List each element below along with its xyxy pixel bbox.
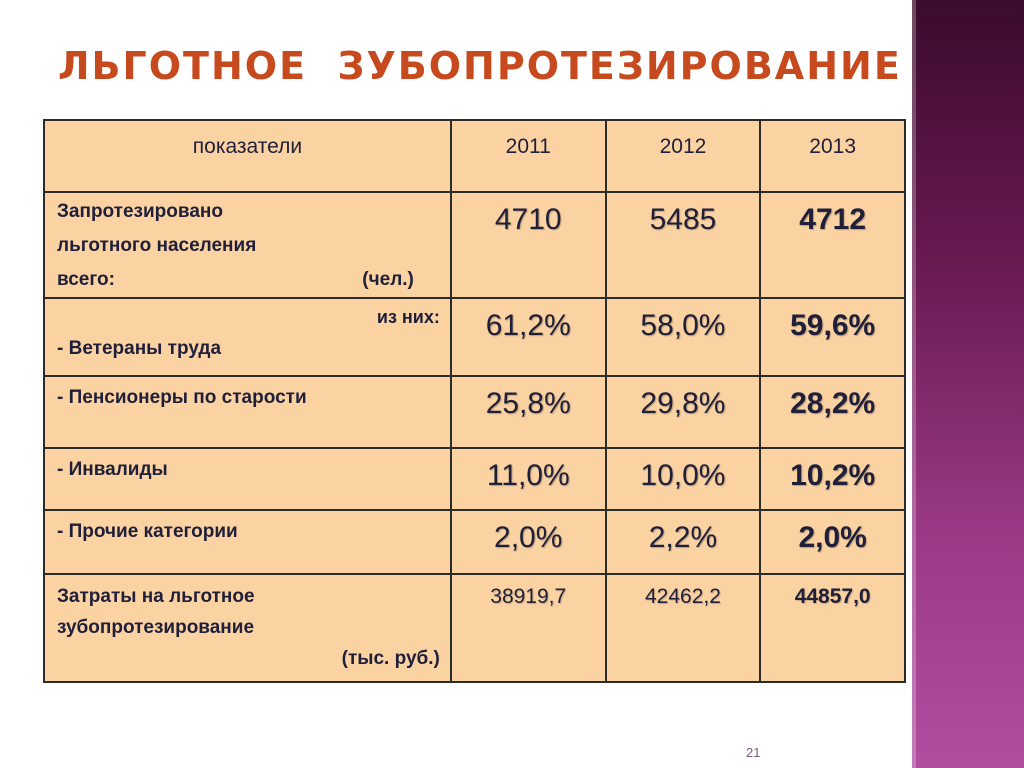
row-label-veterans: из них: - Ветераны труда — [43, 297, 452, 377]
row-label-disabled: - Инвалиды — [43, 447, 452, 511]
cell-disabled-2011: 11,0% — [449, 447, 607, 511]
header-year-2011: 2011 — [449, 119, 607, 193]
cell-total-2012: 5485 — [604, 191, 762, 299]
cell-pensioners-2012: 29,8% — [604, 375, 762, 449]
total-line3-left: всего: — [57, 269, 115, 290]
table-header-row: показатели 2011 2012 2013 — [43, 119, 906, 193]
cell-costs-2013: 44857,0 — [759, 573, 906, 683]
table-row-total: Запротезировано льготного населения всег… — [43, 191, 906, 299]
row-label-costs: Затраты на льготное зубопротезирование (… — [43, 573, 452, 683]
cell-total-2011: 4710 — [449, 191, 607, 299]
cell-costs-2012: 42462,2 — [604, 573, 762, 683]
veterans-label: - Ветераны труда — [57, 338, 222, 359]
slide-title: ЛЬГОТНОЕ ЗУБОПРОТЕЗИРОВАНИЕ — [58, 44, 902, 88]
row-label-pensioners: - Пенсионеры по старости — [43, 375, 452, 449]
cell-pensioners-2013: 28,2% — [759, 375, 906, 449]
pensioners-label: - Пенсионеры по старости — [57, 387, 307, 408]
total-line1: Запротезировано — [57, 201, 223, 222]
total-unit: (чел.) — [362, 269, 414, 290]
table-row-disabled: - Инвалиды 11,0% 10,0% 10,2% — [43, 447, 906, 511]
cell-veterans-2013: 59,6% — [759, 297, 906, 377]
data-table: показатели 2011 2012 2013 Запротезирован… — [43, 119, 906, 683]
page-number: 21 — [746, 745, 761, 760]
costs-unit: (тыс. руб.) — [341, 648, 440, 669]
cell-veterans-2011: 61,2% — [449, 297, 607, 377]
disabled-label: - Инвалиды — [57, 459, 168, 480]
header-label: показатели — [43, 119, 452, 193]
header-year-2013: 2013 — [759, 119, 906, 193]
costs-line2: зубопротезирование — [57, 617, 255, 638]
row-label-total: Запротезировано льготного населения всег… — [43, 191, 452, 299]
cell-pensioners-2011: 25,8% — [449, 375, 607, 449]
costs-line1: Затраты на льготное — [57, 586, 255, 607]
other-label: - Прочие категории — [57, 521, 238, 542]
cell-costs-2011: 38919,7 — [449, 573, 607, 683]
row-label-other: - Прочие категории — [43, 509, 452, 575]
side-band-edge — [912, 0, 916, 768]
decorative-side-band — [912, 0, 1024, 768]
total-line3: всего: (чел.) — [57, 263, 440, 297]
cell-disabled-2013: 10,2% — [759, 447, 906, 511]
cell-other-2013: 2,0% — [759, 509, 906, 575]
cell-total-2013: 4712 — [759, 191, 906, 299]
table-row-costs: Затраты на льготное зубопротезирование (… — [43, 573, 906, 683]
table-row-pensioners: - Пенсионеры по старости 25,8% 29,8% 28,… — [43, 375, 906, 449]
cell-veterans-2012: 58,0% — [604, 297, 762, 377]
total-line2: льготного населения — [57, 235, 257, 256]
cell-disabled-2012: 10,0% — [604, 447, 762, 511]
header-year-2012: 2012 — [604, 119, 762, 193]
cell-other-2012: 2,2% — [604, 509, 762, 575]
cell-other-2011: 2,0% — [449, 509, 607, 575]
veterans-note: из них: — [376, 307, 440, 327]
table-row-other: - Прочие категории 2,0% 2,2% 2,0% — [43, 509, 906, 575]
table-row-veterans: из них: - Ветераны труда 61,2% 58,0% 59,… — [43, 297, 906, 377]
